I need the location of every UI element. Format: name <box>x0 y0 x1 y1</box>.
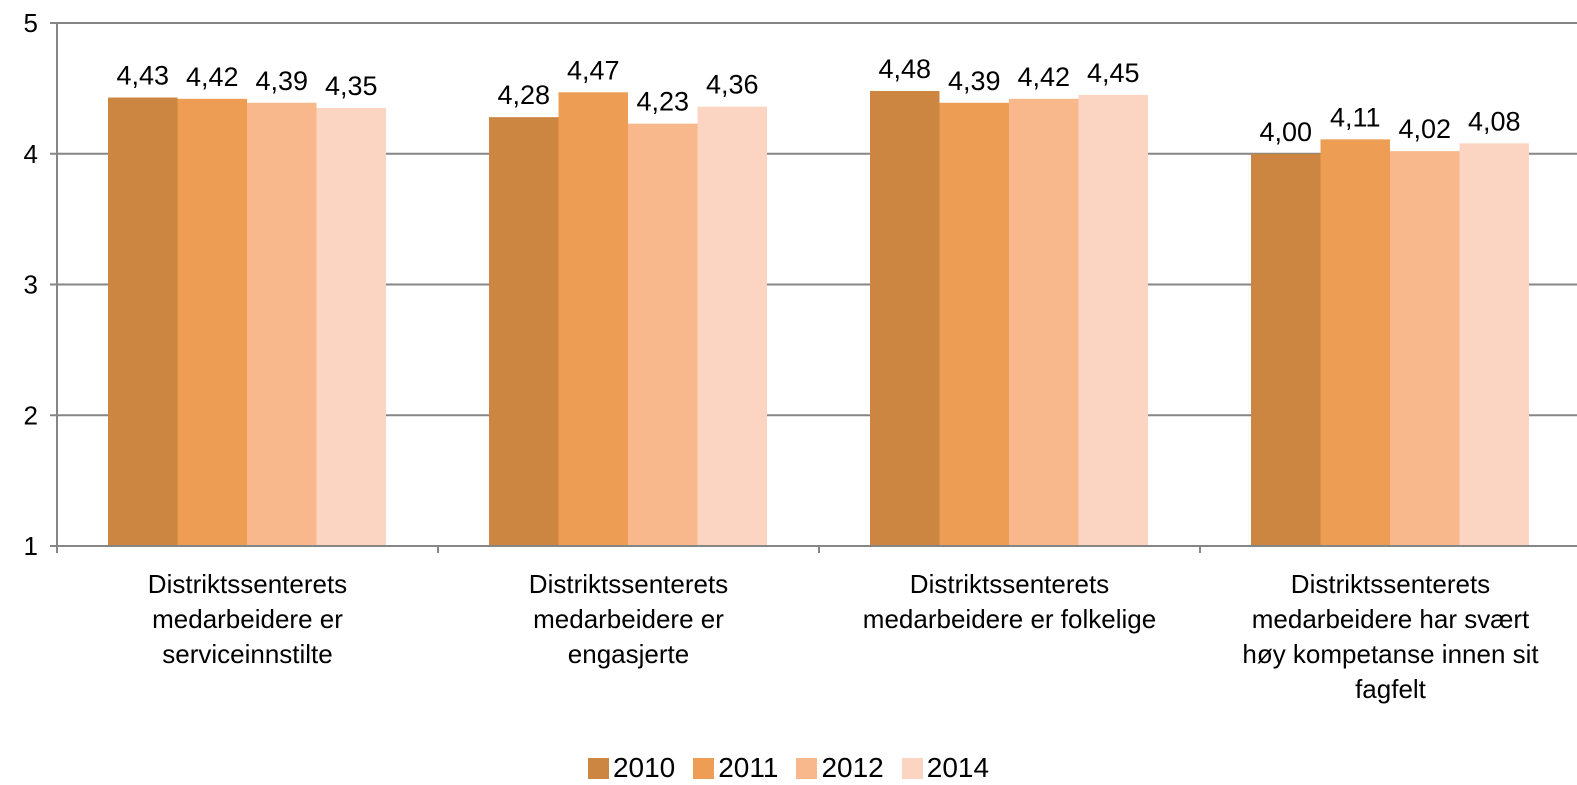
data-label: 4,11 <box>1330 102 1381 132</box>
category-label: Distriktssenterets medarbeidere er service… <box>148 569 347 669</box>
legend-label: 2010 <box>612 752 676 783</box>
bars <box>108 90 1529 547</box>
bar-2010 <box>1251 153 1321 546</box>
data-label: 4,08 <box>1468 106 1521 136</box>
bar-2014 <box>316 107 386 547</box>
category-label-line: medarbeidere er <box>152 604 343 634</box>
bar-2010 <box>870 90 940 547</box>
bar-2011 <box>1320 139 1390 546</box>
bar-2014 <box>697 106 767 547</box>
legend-swatch <box>693 757 715 779</box>
legend-item-2012: 2012 <box>796 752 884 784</box>
data-label: 4,45 <box>1087 58 1140 88</box>
legend: 2010 2011 2012 2014 <box>0 752 1577 784</box>
category-label-line: fagfelt <box>1355 674 1427 704</box>
bar-2011 <box>558 92 628 547</box>
category-label-line: Distriktssenterets <box>148 569 347 599</box>
data-label: 4,47 <box>567 55 620 85</box>
category-label-line: medarbeidere er <box>533 604 724 634</box>
data-label: 4,43 <box>116 61 169 91</box>
data-label: 4,28 <box>497 80 550 110</box>
bar-2011 <box>177 98 247 547</box>
category-label: Distriktssenterets medarbeidere er engasje… <box>529 569 728 669</box>
category-label-line: Distriktssenterets <box>910 569 1109 599</box>
data-label: 4,36 <box>706 70 759 100</box>
category-label-line: medarbeidere er folkelige <box>863 604 1156 634</box>
bar-2012 <box>628 123 698 547</box>
bar-2012 <box>1390 151 1460 546</box>
bar-2012 <box>247 102 317 546</box>
category-label-line: serviceinnstilte <box>162 639 333 669</box>
y-tick-label: 3 <box>24 270 38 300</box>
category-label-line: engasjerte <box>568 639 689 669</box>
category-label-line: høy kompetanse innen sit <box>1242 639 1539 669</box>
bar-2012 <box>1009 98 1079 547</box>
data-label: 4,42 <box>1017 62 1070 92</box>
y-tick-label: 1 <box>24 531 38 561</box>
data-labels: 4,43 4,42 4,39 4,35 4,28 4,47 4,23 4,36 4,48 4,39… <box>116 54 1520 147</box>
data-label: 4,23 <box>636 87 689 117</box>
legend-label: 2014 <box>926 752 990 783</box>
bar-2011 <box>939 102 1009 546</box>
category-label-line: Distriktssenterets <box>1291 569 1490 599</box>
bar-2010 <box>489 117 559 546</box>
bar-2010 <box>108 97 178 546</box>
legend-swatch <box>901 757 923 779</box>
data-label: 4,35 <box>325 71 378 101</box>
bar-2014 <box>1459 143 1529 547</box>
data-label: 4,42 <box>186 62 239 92</box>
data-label: 4,39 <box>255 66 308 96</box>
data-label: 4,39 <box>948 66 1001 96</box>
bar-2014 <box>1078 94 1148 546</box>
y-tick-label: 5 <box>24 8 38 38</box>
y-tick-label: 2 <box>24 400 38 430</box>
legend-swatch <box>587 757 609 779</box>
category-label-line: Distriktssenterets <box>529 569 728 599</box>
y-axis-ticks: 1 2 3 4 5 <box>24 8 38 561</box>
x-axis <box>56 23 1577 553</box>
legend-label: 2011 <box>718 752 779 783</box>
data-label: 4,48 <box>878 54 931 84</box>
category-label-line: medarbeidere har svært <box>1252 604 1530 634</box>
data-label: 4,00 <box>1259 117 1312 147</box>
y-tick-label: 4 <box>24 139 38 169</box>
legend-item-2010: 2010 <box>587 752 676 784</box>
category-labels: Distriktssenterets medarbeidere er service… <box>148 569 1540 704</box>
category-label: Distriktssenterets medarbeidere er folkel… <box>863 569 1156 634</box>
legend-label: 2012 <box>821 752 884 783</box>
legend-swatch <box>796 757 818 779</box>
legend-item-2014: 2014 <box>901 752 990 784</box>
legend-item-2011: 2011 <box>693 752 778 784</box>
category-label: Distriktssenterets medarbeidere har svært… <box>1242 569 1539 704</box>
data-label: 4,02 <box>1398 114 1451 144</box>
